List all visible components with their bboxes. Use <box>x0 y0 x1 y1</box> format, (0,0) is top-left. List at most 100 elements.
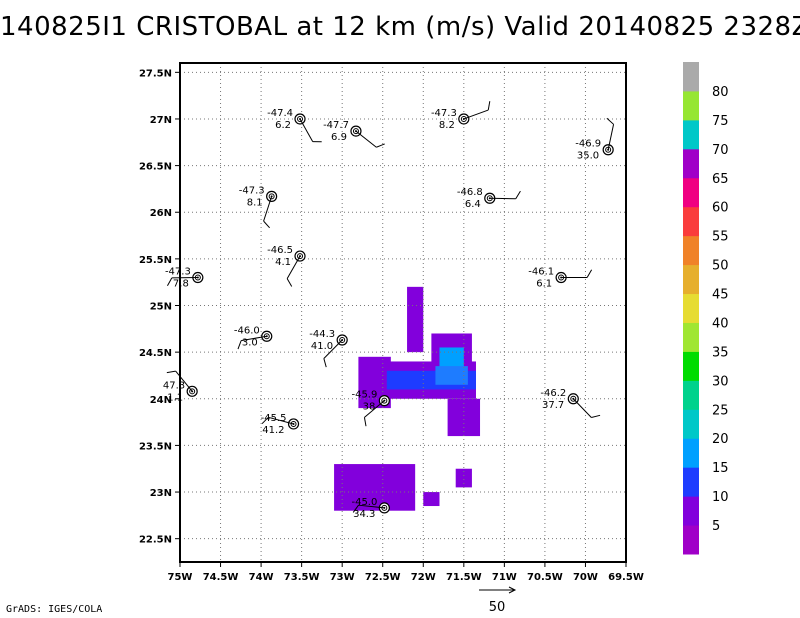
station-inner-ring <box>570 395 577 402</box>
wind-barb-staff <box>263 196 273 222</box>
wind-barb-flag <box>363 417 367 427</box>
speed-shade-cell <box>435 366 468 385</box>
station-speed: 4.1 <box>275 257 291 268</box>
station-plot: -46.54.1 <box>267 245 306 287</box>
station-plots: -47.46.2 -47.76.9-47.38.2-46.935.0-47.38.… <box>163 101 615 520</box>
colorbar-label: 75 <box>712 114 729 129</box>
colorbar-label: 40 <box>712 316 729 331</box>
station-speed: 6.4 <box>465 199 481 210</box>
wind-barb-staff <box>286 255 301 279</box>
x-tick-label: 73W <box>330 572 355 583</box>
wind-barb-flag <box>376 143 385 148</box>
station-speed: 3.0 <box>242 337 258 348</box>
wind-barb-flag <box>166 370 176 374</box>
plot-frame <box>179 62 627 563</box>
y-tick-label: 24.5N <box>139 348 172 359</box>
station-plot: -46.935.0 <box>575 117 615 162</box>
station-inner-ring <box>268 193 275 200</box>
footer-credit: GrADS: IGES/COLA <box>6 604 103 615</box>
wind-barb-flag <box>515 190 521 200</box>
wind-barb-staff <box>489 197 516 200</box>
speed-shade-cell <box>455 468 472 488</box>
station-temp: -47.3 <box>239 185 265 196</box>
station-speed: 41.2 <box>262 425 284 436</box>
station-temp: -47.4 <box>267 108 293 119</box>
x-tick-label: 73.5W <box>284 572 320 583</box>
x-tick-label: 74.5W <box>203 572 239 583</box>
colorbar-label: 65 <box>712 172 729 187</box>
colorbar-label: 25 <box>712 403 729 418</box>
colorbar-swatch <box>683 264 699 295</box>
wind-barb-staff <box>607 124 615 150</box>
y-tick-label: 25N <box>150 302 172 313</box>
station-temp: -46.8 <box>457 187 483 198</box>
wind-barb-flag <box>286 278 293 287</box>
x-tick-label: 69.5W <box>608 572 644 583</box>
wind-speed-shading <box>334 286 481 511</box>
station-speed: 8.2 <box>439 120 455 131</box>
speed-shade-cell <box>407 286 424 353</box>
wind-barb-flag <box>167 277 173 286</box>
y-tick-label: 23N <box>150 488 172 499</box>
colorbar-swatch <box>683 177 699 208</box>
wind-barb-staff <box>268 416 294 425</box>
station-inner-ring <box>460 115 467 122</box>
station-inner-ring <box>605 146 612 153</box>
x-tick-label: 75W <box>168 572 193 583</box>
station-speed: 8.1 <box>247 197 263 208</box>
colorbar-label: 35 <box>712 345 729 360</box>
speed-shade-cell <box>334 464 416 511</box>
station-speed: 7.8 <box>173 279 189 290</box>
wind-barb-flag <box>261 416 269 425</box>
x-tick-label: 70.5W <box>527 572 563 583</box>
y-tick-label: 26.5N <box>139 162 172 173</box>
wind-barb-staff <box>364 400 385 418</box>
colorbar-label: 80 <box>712 85 729 100</box>
station-plot: -47.46.2 <box>267 108 322 143</box>
colorbar-label: 70 <box>712 143 729 158</box>
station-plot: -44.341.0 <box>309 329 348 368</box>
station-temp: -46.2 <box>540 388 566 399</box>
x-tick-label: 72W <box>411 572 436 583</box>
y-tick-label: 27N <box>150 115 172 126</box>
colorbar-label: 5 <box>712 519 720 534</box>
station-inner-ring <box>297 253 304 260</box>
station-temp: -47.3 <box>431 108 457 119</box>
station-inner-ring <box>189 388 196 395</box>
station-plot: -45.541.2 <box>261 413 300 436</box>
station-plot: -47.37.8 <box>165 267 204 290</box>
station-temp: -47.7 <box>323 120 349 131</box>
colorbar-swatch <box>683 119 699 150</box>
x-tick-label: 70W <box>573 572 598 583</box>
colorbar-label: 30 <box>712 374 729 389</box>
station-plot: -47.38.1 <box>239 185 278 229</box>
station-plot: -46.86.4 <box>457 187 521 210</box>
station-plot: -47.38.2 <box>431 101 491 131</box>
station-speed: 1.1 <box>167 392 183 403</box>
colorbar-swatch <box>683 438 699 468</box>
station-plot: -47.76.9 <box>323 120 385 148</box>
station-plot: -46.03.0 <box>234 325 273 350</box>
colorbar-swatch <box>683 293 699 323</box>
station-temp: -46.0 <box>234 325 260 336</box>
scale-arrow <box>479 586 517 594</box>
station-temp: -47.3 <box>165 267 191 278</box>
station-temp: -45.9 <box>351 390 377 401</box>
y-tick-label: 25.5N <box>139 255 172 266</box>
station-inner-ring <box>297 115 304 122</box>
station-temp: 47.3 <box>163 380 185 391</box>
chart-title: 140825I1 CRISTOBAL at 12 km (m/s) Valid … <box>0 12 800 42</box>
wind-barb-flag <box>323 358 327 368</box>
y-tick-label: 26N <box>150 208 172 219</box>
wind-barb-flag <box>352 504 359 513</box>
colorbar-swatch <box>683 467 699 497</box>
x-tick-label: 72.5W <box>365 572 401 583</box>
station-speed: 35.0 <box>577 151 599 162</box>
wind-barb-flag <box>591 414 601 418</box>
wind-barb-flag <box>586 269 593 278</box>
station-temp: -45.0 <box>351 497 377 508</box>
station-temp: -44.3 <box>309 329 335 340</box>
station-speed: 37.7 <box>542 400 564 411</box>
station-speed: 41.0 <box>311 341 333 352</box>
x-tick-label: 71W <box>492 572 517 583</box>
